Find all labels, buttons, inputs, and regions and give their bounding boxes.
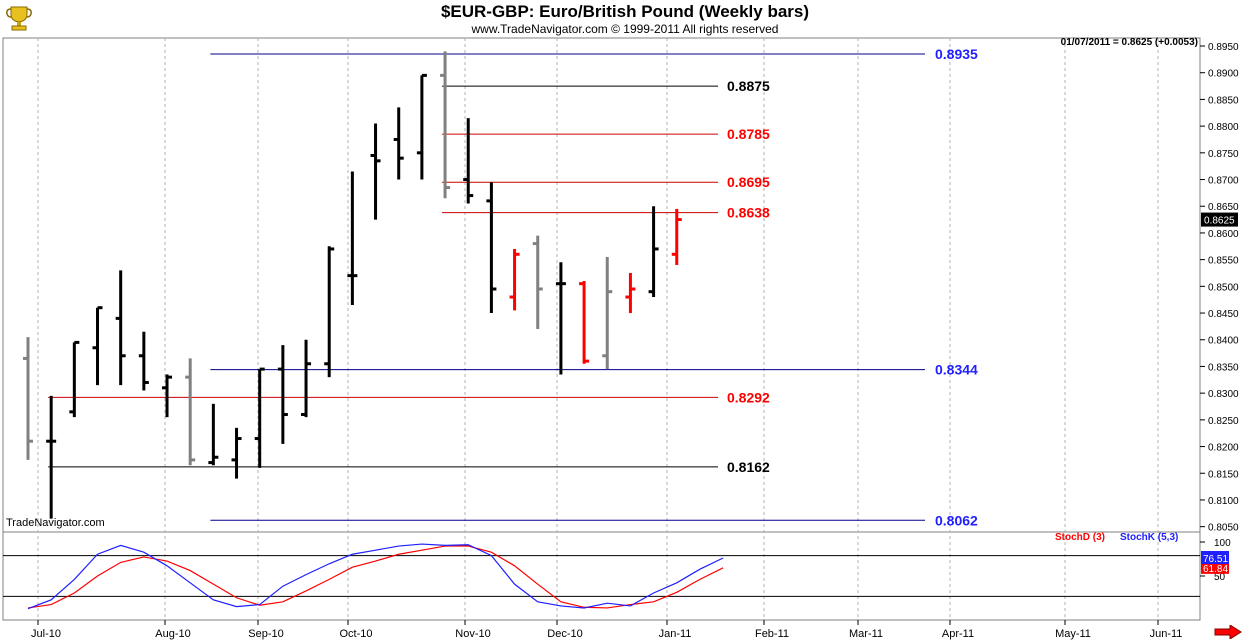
y-tick-label: 0.8750 [1208,149,1239,160]
ohlc-bar [486,182,497,314]
y-tick-label: 0.8500 [1208,282,1239,293]
y-tick-label: 0.8550 [1208,256,1239,267]
y-tick-label: 0.8100 [1208,496,1239,507]
level-label: 0.8935 [935,46,978,62]
stoch-y-tick-label: 50 [1214,572,1226,583]
ohlc-bar [625,272,636,314]
ohlc-bar [301,339,312,418]
x-tick-label: Jul-10 [31,628,61,640]
y-tick-label: 0.8350 [1208,362,1239,373]
chart-title: $EUR-GBP: Euro/British Pound (Weekly bar… [440,2,810,21]
level-label: 0.8162 [727,459,770,475]
level-label: 0.8638 [727,205,770,221]
level-label: 0.8875 [727,78,770,94]
ohlc-bar [46,395,57,519]
stoch-last-tag [1201,550,1229,564]
ohlc-bar [440,51,451,199]
x-tick-label: Dec-10 [547,628,582,640]
chart-subtitle: www.TradeNavigator.com © 1999-2011 All r… [471,22,779,36]
x-tick-label: May-11 [1055,628,1091,640]
y-tick-label: 0.8250 [1208,416,1239,427]
ohlc-bar [648,206,659,298]
watermark: TradeNavigator.com [6,517,105,529]
y-tick-label: 0.8300 [1208,389,1239,400]
ohlc-bar [416,73,427,180]
x-tick-label: Feb-11 [755,628,789,640]
ohlc-bar [671,208,682,265]
ohlc-bar [185,358,196,466]
ohlc-bar [555,262,566,375]
ohlc-bar [138,331,149,391]
last-price-label: 0.8625 [1204,216,1235,227]
stochd-line [27,545,724,609]
ohlc-bar [324,246,335,378]
stochk-line [27,543,724,610]
y-tick-label: 0.8200 [1208,443,1239,454]
level-label: 0.8695 [727,174,770,190]
legend-stochk: StochK (5,3) [1120,532,1179,543]
y-tick-label: 0.8700 [1208,176,1239,187]
right-arrow-icon[interactable] [1214,625,1242,639]
y-tick-label: 0.8650 [1208,202,1239,213]
x-tick-label: Nov-10 [455,628,490,640]
y-tick-label: 0.8150 [1208,469,1239,480]
ohlc-bar [208,403,219,466]
ohlc-bar [370,123,381,220]
ohlc-bar [463,118,474,204]
y-tick-label: 0.8450 [1208,309,1239,320]
ohlc-bar [231,427,242,479]
y-tick-label: 0.8950 [1208,42,1239,53]
ohlc-bar [254,367,265,468]
ohlc-bar [92,306,103,386]
level-label: 0.8785 [727,126,770,142]
ohlc-bar [347,171,358,306]
chart-header: $EUR-GBP: Euro/British Pound (Weekly bar… [0,0,1250,38]
ohlc-bar [69,340,80,418]
x-tick-label: Jan-11 [659,628,692,640]
ohlc-bar [602,256,613,370]
last-price-tag [1201,212,1238,227]
ohlc-bar [532,235,543,330]
y-tick-label: 0.8050 [1208,523,1239,534]
ohlc-bar [115,270,126,386]
ohlc-bar [393,107,404,180]
level-label: 0.8292 [727,389,770,405]
y-tick-label: 0.8900 [1208,69,1239,80]
ohlc-bar [579,280,590,364]
stoch-last-label: 76.51 [1203,554,1228,565]
x-tick-label: Jun-11 [1150,628,1183,640]
y-tick-label: 0.8850 [1208,95,1239,106]
level-label: 0.8062 [935,512,978,528]
stoch-y-tick-label: 100 [1214,538,1231,549]
y-tick-label: 0.8800 [1208,122,1239,133]
ohlc-bar [162,374,173,418]
last-quote: 01/07/2011 = 0.8625 (+0.0053) [1060,37,1198,48]
y-tick-label: 0.8400 [1208,336,1239,347]
x-tick-label: Aug-10 [155,628,190,640]
stoch-last-label: 61.84 [1203,564,1228,575]
stochastic-panel [2,531,1201,621]
ohlc-bar [277,345,288,444]
x-tick-label: Sep-10 [248,628,283,640]
ohlc-bar [23,337,33,460]
stoch-last-tag [1201,560,1229,574]
legend-stochd: StochD (3) [1055,532,1105,543]
x-tick-label: Oct-10 [339,628,372,640]
y-tick-label: 0.8600 [1208,229,1239,240]
level-label: 0.8344 [935,362,978,378]
ohlc-bar [509,248,520,311]
price-panel [2,37,1201,533]
trophy-icon [6,6,32,31]
x-tick-label: Apr-11 [942,628,974,640]
x-tick-label: Mar-11 [849,628,883,640]
